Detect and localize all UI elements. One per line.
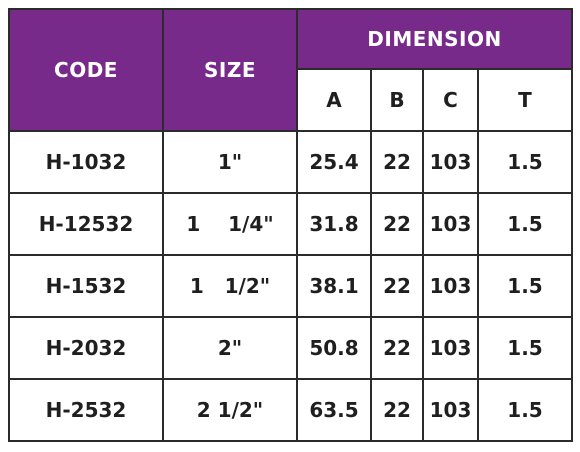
dimension-header: DIMENSION — [296, 8, 573, 70]
dim-c-cell: 103 — [422, 316, 479, 380]
dim-b-cell: 22 — [370, 316, 424, 380]
header-row-top: CODE SIZE DIMENSION — [8, 8, 573, 132]
dim-c-cell: 103 — [422, 254, 479, 318]
table-row: H-1032 1" 25.4 22 103 1.5 — [8, 130, 573, 194]
size-header: SIZE — [162, 8, 298, 132]
dim-t-cell: 1.5 — [477, 192, 573, 256]
dim-c-cell: 103 — [422, 378, 479, 442]
dim-t-cell: 1.5 — [477, 316, 573, 380]
dim-b-cell: 22 — [370, 130, 424, 194]
dim-b-cell: 22 — [370, 254, 424, 318]
dim-t-cell: 1.5 — [477, 378, 573, 442]
dim-a-cell: 25.4 — [296, 130, 372, 194]
size-cell: 1 1/4" — [162, 192, 298, 256]
dim-t-header: T — [477, 68, 573, 132]
table-row: H-12532 1 1/4" 31.8 22 103 1.5 — [8, 192, 573, 256]
code-cell: H-2532 — [8, 378, 164, 442]
size-cell: 2 1/2" — [162, 378, 298, 442]
dim-a-cell: 63.5 — [296, 378, 372, 442]
size-cell: 2" — [162, 316, 298, 380]
dim-c-cell: 103 — [422, 192, 479, 256]
table-row: H-1532 1 1/2" 38.1 22 103 1.5 — [8, 254, 573, 318]
dim-b-cell: 22 — [370, 378, 424, 442]
code-cell: H-12532 — [8, 192, 164, 256]
dim-b-header: B — [370, 68, 424, 132]
code-header: CODE — [8, 8, 164, 132]
table-row: H-2532 2 1/2" 63.5 22 103 1.5 — [8, 378, 573, 442]
dim-a-header: A — [296, 68, 372, 132]
dim-t-cell: 1.5 — [477, 130, 573, 194]
spec-table: CODE SIZE DIMENSION A B C T H-1032 1" 25… — [8, 8, 573, 442]
size-cell: 1" — [162, 130, 298, 194]
header-row-sub: A B C T — [9, 68, 573, 132]
code-cell: H-1032 — [8, 130, 164, 194]
dim-a-cell: 31.8 — [296, 192, 372, 256]
code-cell: H-1532 — [8, 254, 164, 318]
code-cell: H-2032 — [8, 316, 164, 380]
dim-c-header: C — [422, 68, 479, 132]
dim-b-cell: 22 — [370, 192, 424, 256]
dim-c-cell: 103 — [422, 130, 479, 194]
dim-a-cell: 50.8 — [296, 316, 372, 380]
size-cell: 1 1/2" — [162, 254, 298, 318]
table-row: H-2032 2" 50.8 22 103 1.5 — [8, 316, 573, 380]
dim-t-cell: 1.5 — [477, 254, 573, 318]
dim-a-cell: 38.1 — [296, 254, 372, 318]
